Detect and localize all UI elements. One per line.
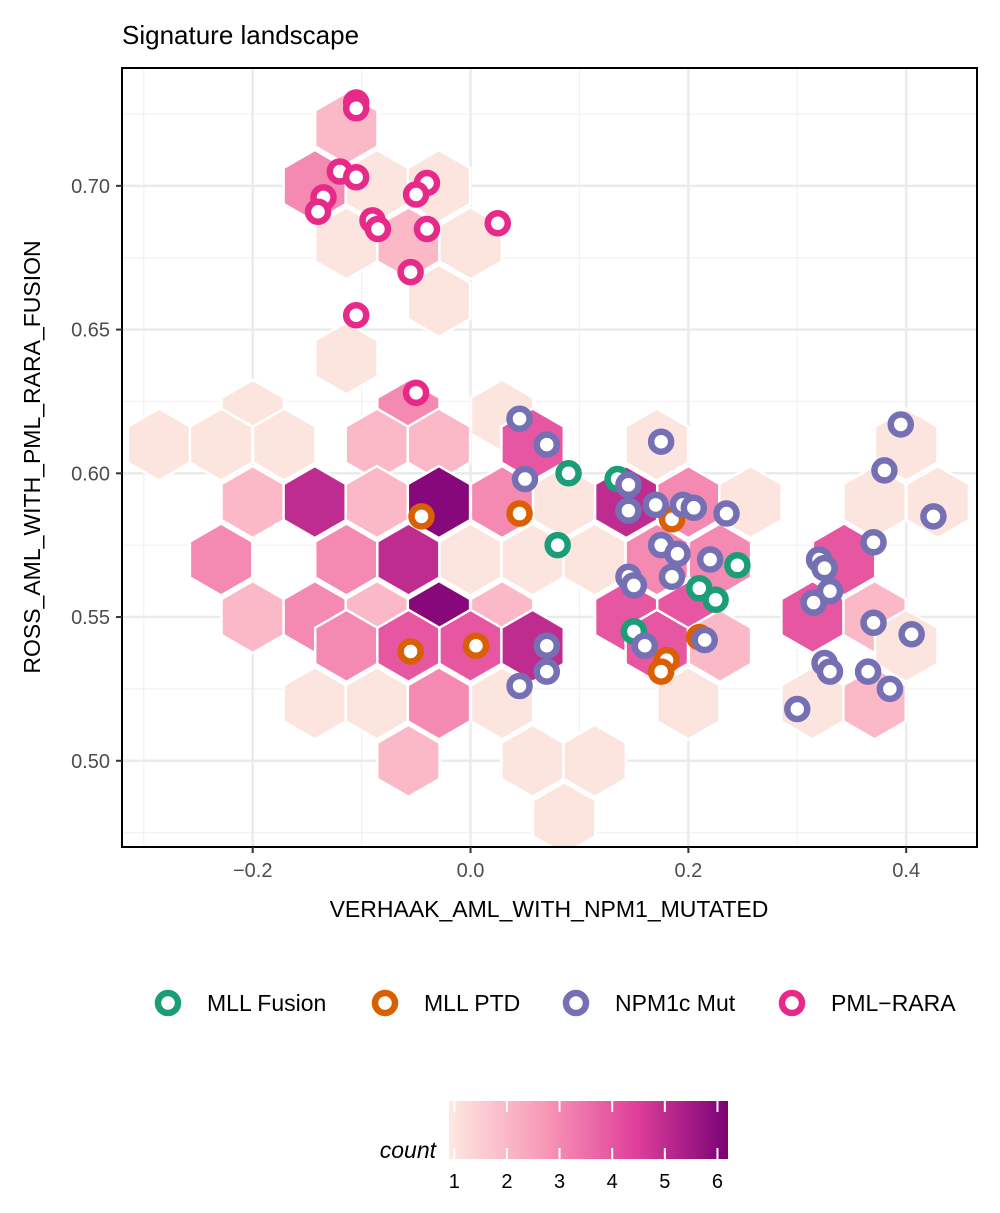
colorbar-tick-label: 3 bbox=[554, 1171, 565, 1193]
scatter-point bbox=[713, 500, 740, 527]
scatter-point bbox=[691, 626, 718, 654]
scatter-point bbox=[615, 471, 642, 499]
points-layer bbox=[304, 89, 947, 723]
y-tick-label: 0.50 bbox=[71, 751, 110, 773]
x-axis-title: VERHAAK_AML_WITH_NPM1_MUTATED bbox=[330, 896, 769, 922]
scatter-point bbox=[680, 494, 708, 522]
legend-key bbox=[778, 989, 806, 1017]
scatter-point bbox=[920, 503, 947, 530]
scatter-point bbox=[887, 411, 915, 438]
scatter-point bbox=[898, 621, 925, 648]
hexbin-cell bbox=[531, 780, 597, 847]
scatter-point bbox=[615, 497, 642, 524]
y-tick-label: 0.70 bbox=[71, 176, 110, 198]
scatter-point bbox=[620, 572, 648, 599]
scatter-point bbox=[544, 531, 571, 559]
scatter-point bbox=[702, 586, 729, 614]
colorbar-legend: count 1 2 3 4 5 6 bbox=[380, 1101, 728, 1193]
scatter-point bbox=[533, 431, 561, 458]
legend-key bbox=[371, 989, 399, 1017]
scatter-point bbox=[342, 163, 370, 191]
x-axis-ticks: −0.2 0.0 0.2 0.4 bbox=[233, 847, 920, 882]
legend: MLL Fusion MLL PTD NPM1c Mut PML−RARA bbox=[154, 989, 956, 1017]
scatter-point bbox=[800, 589, 827, 616]
scatter-point bbox=[647, 658, 675, 685]
y-axis-title: ROSS_AML_WITH_PML_RARA_FUSION bbox=[19, 240, 45, 673]
scatter-point bbox=[342, 301, 370, 329]
scatter-point bbox=[555, 460, 582, 487]
scatter-point bbox=[506, 672, 533, 700]
y-tick-label: 0.60 bbox=[71, 463, 110, 485]
hexbin-cell bbox=[655, 665, 721, 741]
colorbar-tick-label: 2 bbox=[501, 1171, 512, 1193]
chart-title: Signature landscape bbox=[122, 20, 359, 50]
scatter-point bbox=[402, 379, 430, 407]
colorbar-title: count bbox=[380, 1137, 438, 1163]
scatter-point bbox=[816, 658, 844, 685]
x-tick-label: 0.0 bbox=[457, 860, 485, 882]
scatter-point bbox=[506, 405, 533, 432]
hexbin-cell bbox=[376, 723, 441, 799]
scatter-point bbox=[506, 500, 533, 527]
scatter-point bbox=[462, 632, 490, 660]
scatter-point bbox=[631, 632, 659, 660]
legend-label: PML−RARA bbox=[831, 990, 956, 1016]
scatter-point bbox=[664, 540, 691, 568]
colorbar-tick-label: 6 bbox=[712, 1171, 723, 1193]
scatter-point bbox=[871, 457, 898, 484]
scatter-point bbox=[724, 552, 751, 579]
scatter-point bbox=[696, 546, 724, 573]
legend-key bbox=[154, 989, 182, 1017]
scatter-point bbox=[397, 258, 424, 286]
hexbin-cell bbox=[251, 407, 317, 483]
colorbar-gradient bbox=[449, 1101, 728, 1159]
legend-label: NPM1c Mut bbox=[615, 990, 736, 1016]
colorbar-tick-label: 5 bbox=[659, 1171, 670, 1193]
colorbar-tick-label: 1 bbox=[449, 1171, 460, 1193]
scatter-point bbox=[658, 563, 686, 591]
scatter-point bbox=[304, 198, 332, 225]
scatter-point bbox=[413, 215, 441, 243]
scatter-point bbox=[533, 658, 561, 685]
hexbin-cell bbox=[313, 320, 379, 396]
scatter-point bbox=[342, 94, 370, 122]
scatter-point bbox=[408, 503, 435, 530]
scatter-point bbox=[854, 658, 882, 685]
scatter-point bbox=[511, 465, 539, 493]
x-tick-label: −0.2 bbox=[233, 860, 272, 882]
hexbin-cell bbox=[188, 522, 254, 597]
scatter-point bbox=[397, 638, 424, 665]
scatter-point bbox=[402, 181, 430, 208]
legend-label: MLL Fusion bbox=[207, 990, 326, 1016]
y-tick-label: 0.55 bbox=[71, 607, 110, 629]
scatter-point bbox=[876, 675, 904, 703]
scatter-point bbox=[860, 609, 887, 637]
scatter-point bbox=[811, 554, 838, 582]
scatter-point bbox=[642, 491, 669, 519]
scatter-point bbox=[860, 529, 887, 556]
legend-key bbox=[562, 989, 590, 1017]
y-axis-ticks: 0.50 0.55 0.60 0.65 0.70 bbox=[71, 176, 122, 773]
x-tick-label: 0.2 bbox=[674, 860, 702, 882]
y-tick-label: 0.65 bbox=[71, 320, 110, 342]
scatter-point bbox=[647, 428, 675, 455]
scatter-point bbox=[484, 209, 512, 237]
scatter-point bbox=[533, 632, 561, 660]
scatter-point bbox=[364, 215, 392, 243]
hexbin-cell bbox=[562, 723, 628, 799]
legend-label: MLL PTD bbox=[424, 990, 520, 1016]
plot-border bbox=[121, 67, 978, 848]
scatter-point bbox=[784, 695, 811, 723]
x-tick-label: 0.4 bbox=[892, 860, 920, 882]
colorbar-tick-label: 4 bbox=[607, 1171, 618, 1193]
